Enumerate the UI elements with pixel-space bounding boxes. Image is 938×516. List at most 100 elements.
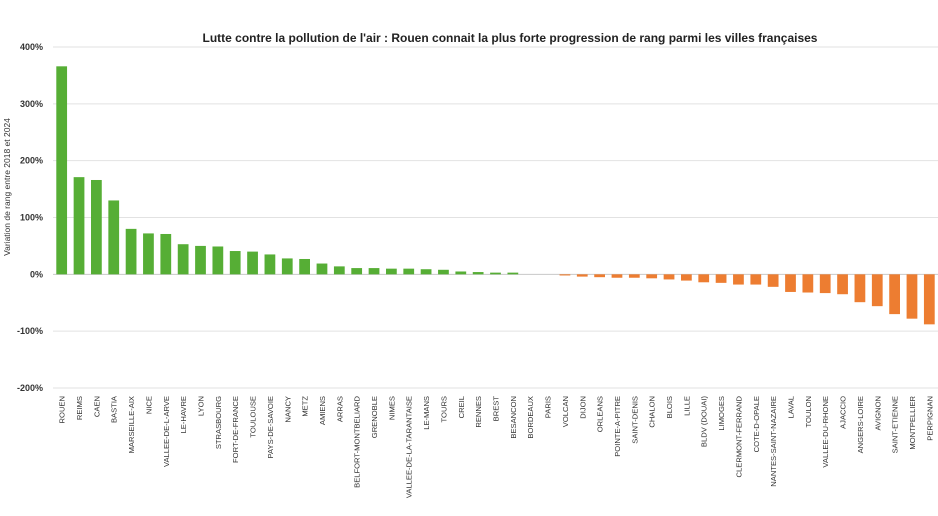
x-tick-label: CLERMONT-FERRAND	[734, 395, 743, 477]
y-tick-label: 0%	[30, 269, 43, 279]
x-tick-label: VALLEE-DE-LA-TARANTAISE	[405, 396, 414, 498]
x-tick-label: DIJON	[578, 396, 587, 419]
bar	[871, 274, 883, 307]
x-tick-label: ANGERS-LOIRE	[856, 396, 865, 453]
x-tick-label: LAVAL	[787, 396, 796, 419]
bar	[73, 177, 85, 275]
bar	[923, 274, 935, 325]
bar	[264, 254, 276, 275]
x-tick-label: VALLEE-DU-RHONE	[821, 396, 830, 468]
bar	[715, 274, 727, 283]
x-tick-label: MONTPELLIER	[908, 395, 917, 449]
bar	[559, 274, 571, 276]
x-tick-label: CAEN	[92, 396, 101, 417]
x-tick-label: BASTIA	[110, 395, 119, 423]
bar	[386, 268, 397, 275]
x-tick-label: CREIL	[457, 396, 466, 418]
x-tick-label: COTE-D-OPALE	[752, 396, 761, 452]
bar	[611, 274, 623, 278]
bar	[594, 274, 605, 278]
bar	[733, 274, 744, 285]
x-tick-label: LILLE	[682, 396, 691, 416]
x-tick-label: LYON	[197, 396, 206, 416]
bar	[316, 263, 328, 275]
bar	[628, 274, 640, 278]
bar	[212, 246, 224, 275]
y-tick-label: 400%	[20, 42, 43, 52]
x-tick-label: TOULOUSE	[249, 396, 258, 438]
x-tick-label: NICE	[144, 396, 153, 414]
x-tick-label: NIMES	[387, 396, 396, 420]
x-tick-label: NANCY	[283, 396, 292, 423]
bar	[91, 179, 102, 275]
x-tick-label: AJACCIO	[839, 396, 848, 429]
bar	[906, 274, 918, 319]
bar	[455, 271, 467, 275]
bar	[247, 251, 258, 275]
x-tick-label: BELFORT-MONTBELIARD	[353, 395, 362, 487]
bar	[785, 274, 796, 292]
bar	[802, 274, 814, 293]
bar	[177, 244, 189, 275]
y-tick-label: -100%	[17, 326, 43, 336]
y-tick-label: -200%	[17, 383, 43, 393]
bar	[472, 272, 484, 275]
bar	[229, 251, 241, 275]
bar	[663, 274, 675, 280]
x-tick-label: BESANCON	[509, 396, 518, 439]
bar	[420, 269, 432, 275]
x-tick-label: STRASBOURG	[214, 396, 223, 449]
bar	[507, 272, 519, 275]
x-tick-label: SAINT-DENIS	[630, 396, 639, 444]
x-axis-ticks: ROUEN REIMS CAEN BASTIA MARSEILLE-AIX NICE VAL…	[58, 395, 935, 498]
y-tick-label: 200%	[20, 156, 43, 166]
bar	[750, 274, 762, 285]
x-tick-label: FORT-DE-FRANCE	[231, 396, 240, 463]
bar	[368, 268, 380, 275]
x-tick-label: PARIS	[544, 396, 553, 418]
bar	[56, 66, 68, 275]
chart-title: Lutte contre la pollution de l'air : Rou…	[203, 31, 818, 45]
x-tick-label: AMIENS	[318, 396, 327, 425]
bars	[56, 66, 935, 325]
bar	[490, 272, 501, 275]
bar	[698, 274, 710, 283]
x-tick-label: AVIGNON	[873, 396, 882, 430]
bar	[333, 266, 345, 275]
bar	[125, 228, 137, 275]
bar	[299, 258, 310, 275]
bar	[819, 274, 831, 294]
bar	[681, 274, 692, 281]
x-tick-label: PERPIGNAN	[925, 396, 934, 441]
bar	[646, 274, 658, 279]
x-tick-label: VOLCAN	[561, 396, 570, 427]
x-tick-label: ORLEANS	[596, 396, 605, 432]
y-axis-label: Variation de rang entre 2018 et 2024	[2, 118, 12, 256]
bar	[143, 233, 154, 275]
y-tick-label: 100%	[20, 213, 43, 223]
x-tick-label: PAYS-DE-SAVOIE	[266, 396, 275, 458]
x-tick-label: METZ	[301, 396, 310, 417]
x-tick-label: SAINT-ETIENNE	[891, 396, 900, 453]
x-tick-label: BLOIS	[665, 396, 674, 418]
bar	[767, 274, 779, 287]
x-tick-label: GRENOBLE	[370, 396, 379, 438]
gridlines	[53, 46, 938, 389]
y-tick-label: 300%	[20, 99, 43, 109]
bar	[351, 268, 363, 275]
x-tick-label: REIMS	[75, 396, 84, 420]
bar	[281, 258, 293, 275]
bar	[837, 274, 848, 295]
x-tick-label: TOURS	[439, 396, 448, 422]
bar	[160, 233, 172, 275]
x-tick-label: CHALON	[648, 396, 657, 428]
x-tick-label: BORDEAUX	[526, 396, 535, 439]
x-tick-label: LE-MANS	[422, 396, 431, 430]
bar	[889, 274, 900, 315]
bar	[108, 200, 120, 275]
x-tick-label: MARSEILLE-AIX	[127, 396, 136, 453]
x-tick-label: BLDV (DOUAI)	[700, 396, 709, 448]
x-tick-label: VALLEE-DE-L-ARVE	[162, 396, 171, 467]
y-axis-ticks: 400% 300% 200% 100% 0% -100% -200%	[17, 42, 43, 393]
